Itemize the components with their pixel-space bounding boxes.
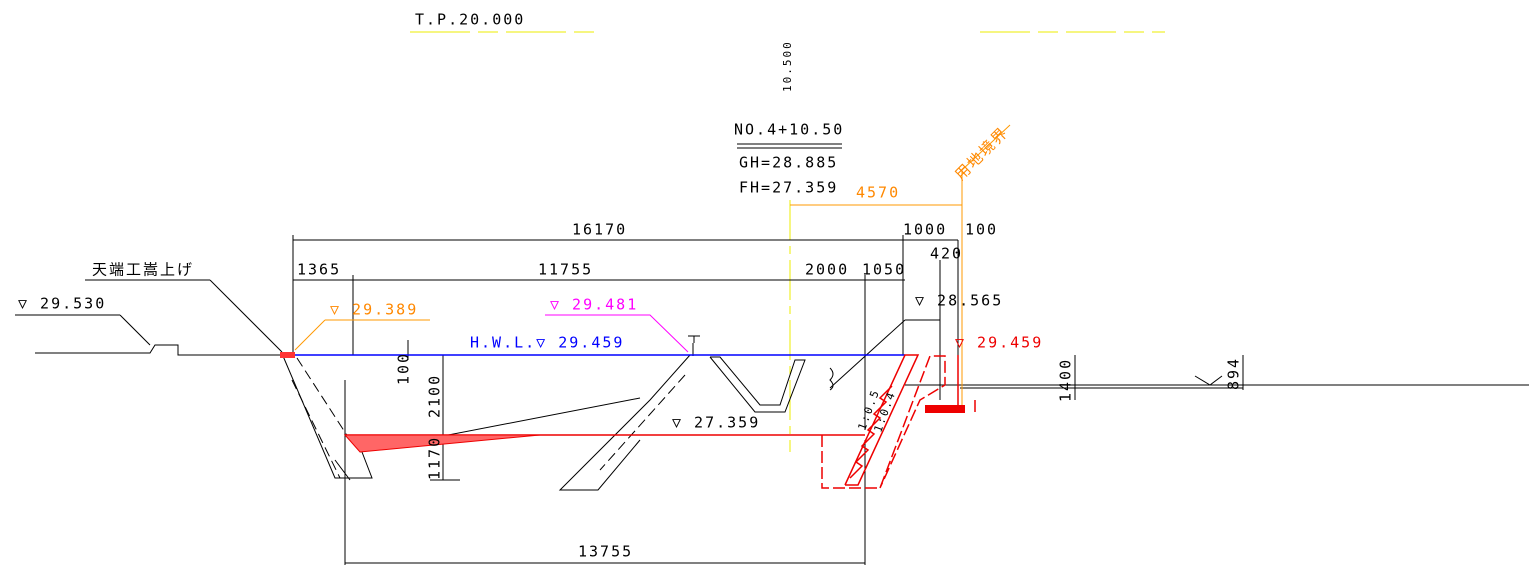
dim: 2000 <box>805 261 849 279</box>
level: H.W.L.▽ 29.459 <box>470 334 624 352</box>
dim: 1365 <box>297 261 341 279</box>
level: ▽ 29.481 <box>550 296 638 314</box>
dim: 894 <box>1225 357 1243 390</box>
dim: 4570 <box>856 184 900 202</box>
linework <box>15 32 1529 565</box>
level: ▽ 29.530 <box>18 295 106 313</box>
station: NO.4+10.50 <box>734 121 844 139</box>
dim: 11755 <box>538 261 593 279</box>
level: 天端工嵩上げ <box>92 261 194 279</box>
level: ▽ 27.359 <box>672 414 760 432</box>
level: ▽ 28.565 <box>915 292 1003 310</box>
dim: 420 <box>930 245 963 263</box>
offset: 10.500 <box>781 40 794 92</box>
dim: 1400 <box>1057 358 1075 402</box>
ground-height: GH=28.885 <box>739 154 838 172</box>
dim: 100 <box>965 221 998 239</box>
datum: T.P.20.000 <box>415 11 525 29</box>
cross-section: T.P.20.000 10.500 NO.4+10.50 GH=28.885 F… <box>0 0 1529 567</box>
dim: 1170 <box>426 436 444 480</box>
level: ▽ 29.459 <box>955 334 1043 352</box>
dim: 2100 <box>426 374 444 418</box>
boundary: 用地境界 <box>951 123 1012 184</box>
dim: 1000 <box>903 221 947 239</box>
formation-height: FH=27.359 <box>739 179 838 197</box>
dim: 1050 <box>862 261 906 279</box>
dim: 100 <box>395 352 413 385</box>
dim: 16170 <box>572 221 627 239</box>
dim: 13755 <box>578 543 633 561</box>
level: ▽ 29.389 <box>330 301 418 319</box>
